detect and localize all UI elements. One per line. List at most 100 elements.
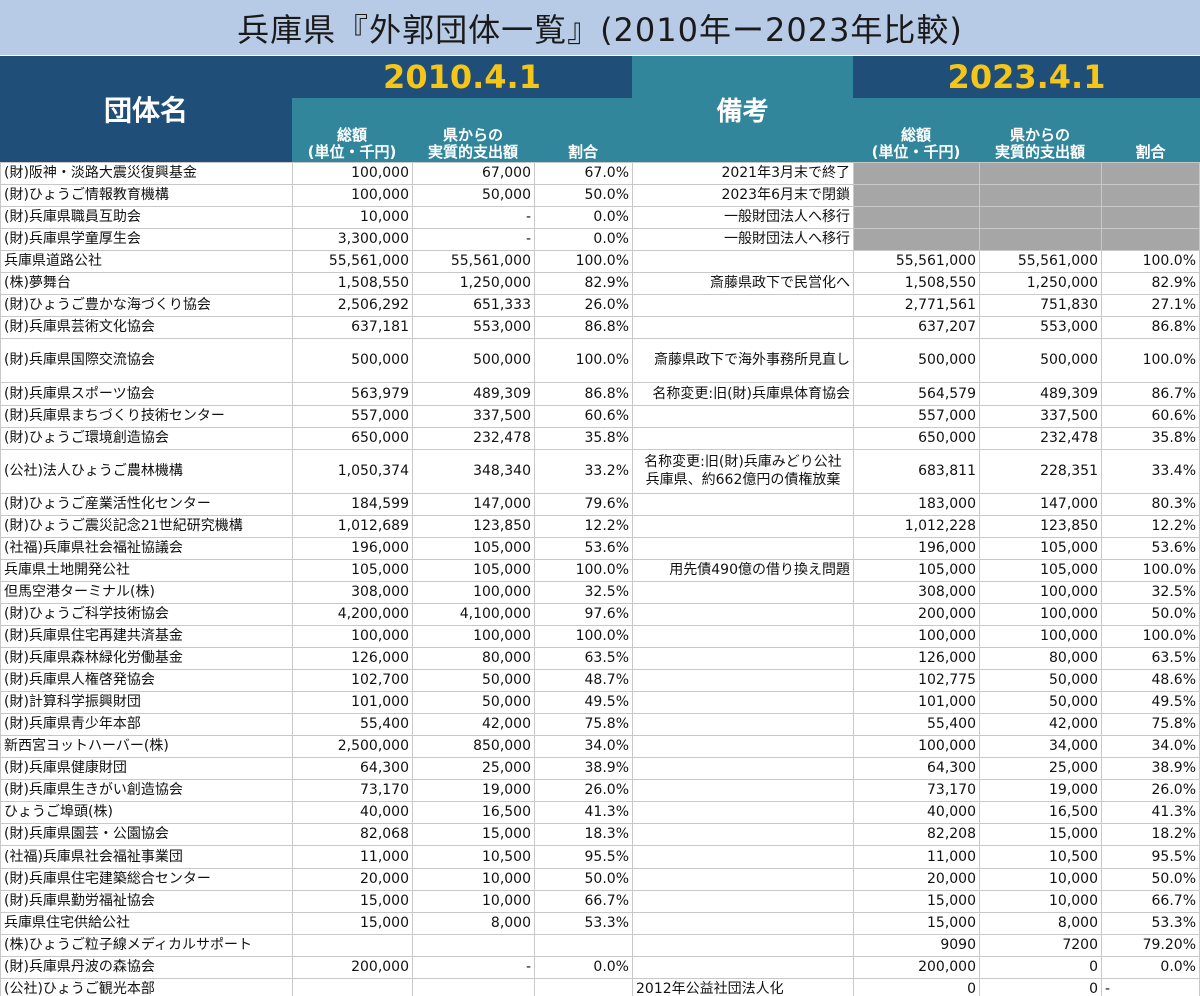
ratio-2010-cell: 49.5% bbox=[534, 691, 633, 715]
ratio-2023-cell: 95.5% bbox=[1101, 845, 1200, 869]
total-2010-cell: 196,000 bbox=[292, 536, 413, 560]
ratio-2023-cell: 18.2% bbox=[1101, 823, 1200, 847]
total-2010-cell: 82,068 bbox=[292, 823, 413, 847]
ratio-2023-cell: 38.9% bbox=[1101, 757, 1200, 781]
table-row: (株)ひょうご粒子線メディカルサポート 9090 7200 79.20% bbox=[0, 933, 1200, 957]
org-name-cell: (財)兵庫県森林緑化労働基金 bbox=[0, 647, 293, 671]
org-name-cell: 新西宮ヨットハーバー(株) bbox=[0, 735, 293, 759]
ratio-2010-cell: 60.6% bbox=[534, 404, 633, 428]
org-name-cell: (財)ひょうご震災記念21世紀研究機構 bbox=[0, 514, 293, 538]
note-cell: 斎藤県政下で民営化へ bbox=[632, 272, 854, 296]
ratio-2010-cell: 82.9% bbox=[534, 272, 633, 296]
table-row: (財)兵庫県青少年本部 55,400 42,000 75.8% 55,400 42,000… bbox=[0, 713, 1200, 737]
pref-2023-cell: 15,000 bbox=[979, 823, 1102, 847]
total-2023-cell: 200,000 bbox=[853, 602, 980, 627]
org-name-cell: (財)兵庫県青少年本部 bbox=[0, 713, 293, 737]
note-cell bbox=[632, 514, 854, 538]
ratio-2010-cell: 38.9% bbox=[534, 757, 633, 781]
note-cell bbox=[632, 492, 854, 516]
total-2023-cell bbox=[853, 184, 980, 208]
table-row: ひょうご埠頭(株) 40,000 16,500 41.3% 40,000 16,500 41… bbox=[0, 801, 1200, 825]
ratio-2010-cell: 33.2% bbox=[534, 448, 633, 494]
ratio-2023-cell: 100.0% bbox=[1101, 625, 1200, 649]
pref-2010-cell: 489,309 bbox=[412, 382, 535, 406]
total-2023-cell: 183,000 bbox=[853, 492, 980, 516]
org-name-cell: (財)兵庫県勤労福祉協会 bbox=[0, 889, 293, 913]
pref-2010-cell: 348,340 bbox=[412, 448, 535, 494]
pref-2023-cell: 1,250,000 bbox=[979, 272, 1102, 296]
total-2010-cell: 55,400 bbox=[292, 713, 413, 737]
note-line: 兵庫県、約662億円の債権放棄 bbox=[645, 472, 841, 489]
table-row: (財)阪神・淡路大震災復興基金 100,000 67,000 67.0% 2021年3月… bbox=[0, 161, 1200, 186]
ratio-2010-cell: 53.6% bbox=[534, 536, 633, 560]
ratio-2023-cell: 86.7% bbox=[1101, 382, 1200, 406]
ratio-2023-cell: 53.6% bbox=[1101, 536, 1200, 560]
table-row: (財)兵庫県人権啓発協会 102,700 50,000 48.7% 102,775 50,… bbox=[0, 669, 1200, 693]
org-name-cell: (財)兵庫県スポーツ協会 bbox=[0, 382, 293, 406]
pref-2010-cell: 50,000 bbox=[412, 669, 535, 693]
ratio-2010-cell: 41.3% bbox=[534, 801, 633, 825]
total-2010-cell: 500,000 bbox=[292, 338, 413, 384]
pref-2023-cell: 489,309 bbox=[979, 382, 1102, 406]
pref-2023-cell: 228,351 bbox=[979, 448, 1102, 494]
org-name-cell: (財)兵庫県健康財団 bbox=[0, 757, 293, 781]
ratio-2023-cell: 12.2% bbox=[1101, 514, 1200, 538]
total-2010-cell: 557,000 bbox=[292, 404, 413, 428]
ratio-2010-cell: 95.5% bbox=[534, 845, 633, 869]
note-cell bbox=[632, 933, 854, 957]
note-cell bbox=[632, 536, 854, 560]
header-ratio-2010: 割合 bbox=[534, 98, 632, 162]
table-row: (株)夢舞台 1,508,550 1,250,000 82.9% 斎藤県政下で民営化へ 1… bbox=[0, 272, 1200, 296]
ratio-2023-cell: 79.20% bbox=[1101, 933, 1200, 957]
note-cell bbox=[632, 316, 854, 340]
pref-2023-cell: 55,561,000 bbox=[979, 250, 1102, 274]
total-2023-cell: 20,000 bbox=[853, 867, 980, 891]
ratio-2023-cell: - bbox=[1101, 977, 1200, 996]
note-cell: 名称変更:旧(財)兵庫みどり公社 兵庫県、約662億円の債権放棄 bbox=[632, 448, 854, 494]
table-row: (財)ひょうご豊かな海づくり協会 2,506,292 651,333 26.0% 2,7… bbox=[0, 294, 1200, 318]
note-cell: 一般財団法人へ移行 bbox=[632, 228, 854, 252]
ratio-2023-cell: 82.9% bbox=[1101, 272, 1200, 296]
pref-2010-cell: 232,478 bbox=[412, 426, 535, 450]
pref-2023-cell: 50,000 bbox=[979, 669, 1102, 693]
header-year-2010: 2010.4.1 bbox=[292, 56, 632, 98]
total-2023-cell: 637,207 bbox=[853, 316, 980, 340]
pref-2010-cell: 105,000 bbox=[412, 536, 535, 560]
table-row: (財)兵庫県森林緑化労働基金 126,000 80,000 63.5% 126,000 8… bbox=[0, 647, 1200, 671]
note-cell bbox=[632, 580, 854, 604]
pref-2023-cell: 42,000 bbox=[979, 713, 1102, 737]
pref-2010-cell: 100,000 bbox=[412, 580, 535, 604]
ratio-2023-cell: 100.0% bbox=[1101, 250, 1200, 274]
note-cell bbox=[632, 669, 854, 693]
pref-2010-cell: - bbox=[412, 206, 535, 230]
total-2010-cell: 184,599 bbox=[292, 492, 413, 516]
ratio-2010-cell: 75.8% bbox=[534, 713, 633, 737]
header-note: 備考 bbox=[632, 56, 853, 162]
total-2010-cell: 3,300,000 bbox=[292, 228, 413, 252]
table-row: (財)兵庫県丹波の森協会 200,000-0.0% 200,000 0 0.0% bbox=[0, 955, 1200, 979]
ratio-2023-cell: 33.4% bbox=[1101, 448, 1200, 494]
total-2010-cell: 637,181 bbox=[292, 316, 413, 340]
pref-2023-cell: 105,000 bbox=[979, 536, 1102, 560]
total-2010-cell bbox=[292, 977, 413, 996]
pref-2023-cell: 0 bbox=[979, 955, 1102, 979]
ratio-2010-cell: 100.0% bbox=[534, 338, 633, 384]
org-name-cell: 但馬空港ターミナル(株) bbox=[0, 580, 293, 604]
table-row: (財)ひょうご科学技術協会 4,200,000 4,100,000 97.6% 200,… bbox=[0, 602, 1200, 627]
pref-2023-cell: 232,478 bbox=[979, 426, 1102, 450]
ratio-2023-cell: 53.3% bbox=[1101, 911, 1200, 935]
org-name-cell: (公社)法人ひょうご農林機構 bbox=[0, 448, 293, 494]
data-table: (財)阪神・淡路大震災復興基金 100,000 67,000 67.0% 2021年3月… bbox=[0, 161, 1200, 996]
pref-2010-cell bbox=[412, 977, 535, 996]
table-row: (財)ひょうご環境創造協会 650,000 232,478 35.8% 650,000 2… bbox=[0, 426, 1200, 450]
ratio-2010-cell: 100.0% bbox=[534, 250, 633, 274]
table-row: (財)兵庫県国際交流協会 500,000 500,000 100.0% 斎藤県政下で海外… bbox=[0, 338, 1200, 384]
ratio-2023-cell: 80.3% bbox=[1101, 492, 1200, 516]
ratio-2023-cell: 60.6% bbox=[1101, 404, 1200, 428]
ratio-2023-cell: 66.7% bbox=[1101, 889, 1200, 913]
table-row: (公社)ひょうご観光本部 2012年公益社団法人化 0 0- bbox=[0, 977, 1200, 996]
pref-2023-cell: 0 bbox=[979, 977, 1102, 996]
note-line: 名称変更:旧(財)兵庫みどり公社 bbox=[644, 454, 842, 471]
total-2023-cell bbox=[853, 228, 980, 252]
org-name-cell: (財)兵庫県住宅建築総合センター bbox=[0, 867, 293, 891]
